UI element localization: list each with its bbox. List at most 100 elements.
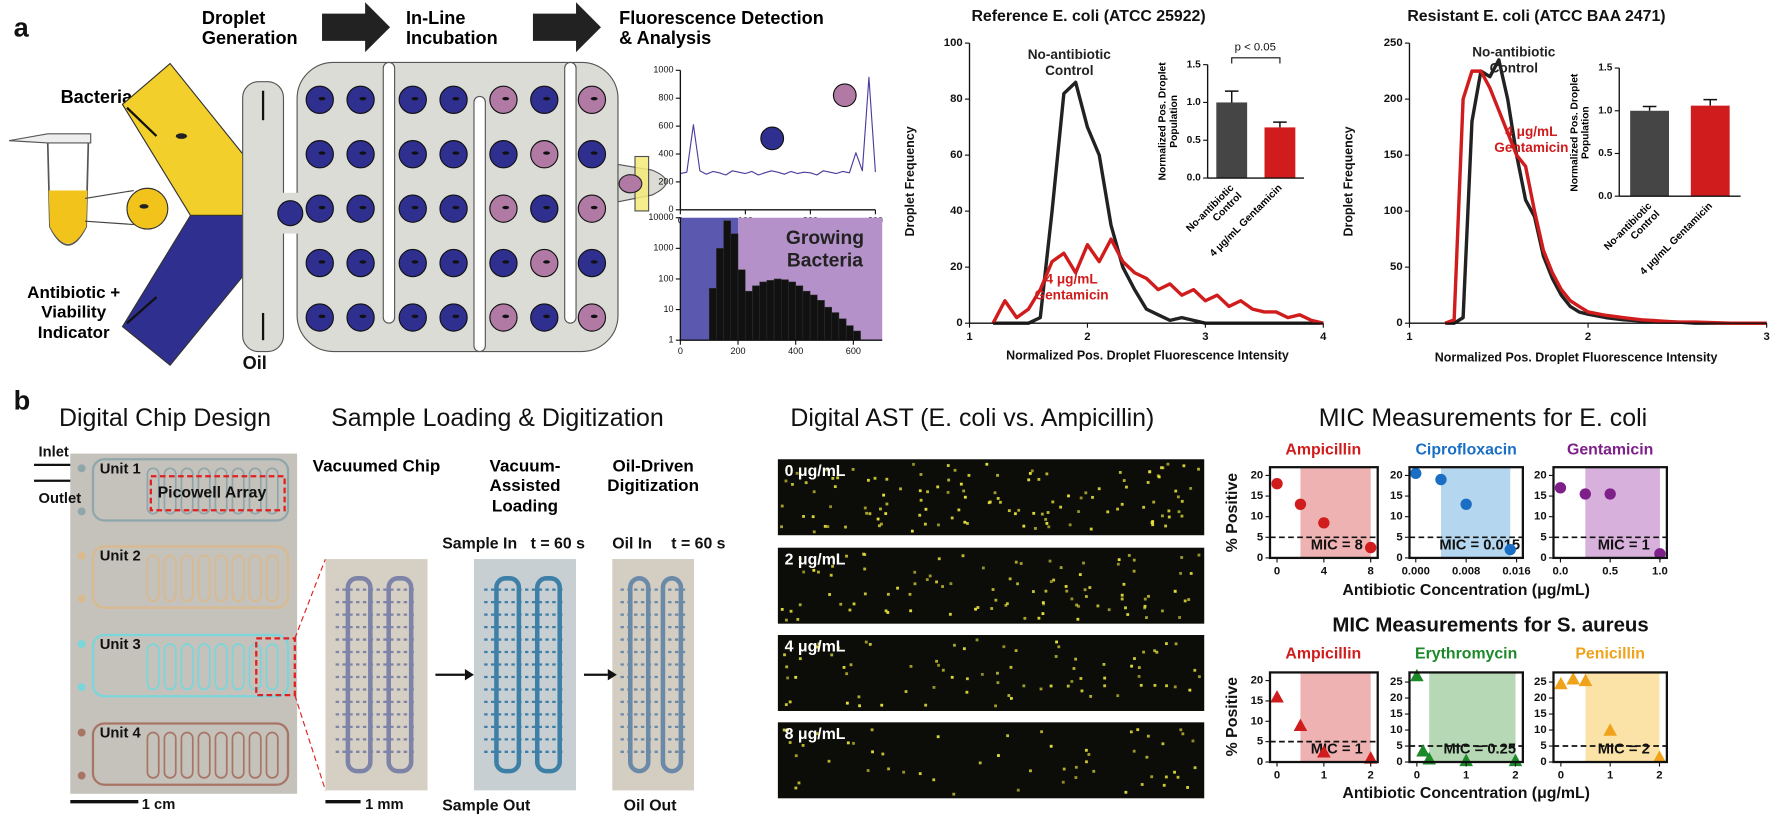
y-tick-label: 10	[1251, 511, 1264, 523]
unit-channel	[265, 467, 279, 515]
y-tick-label: 20	[1534, 469, 1547, 481]
bacterium	[590, 96, 598, 101]
positive-well	[1189, 572, 1193, 575]
y-tick-label: 20	[1251, 469, 1264, 481]
positive-well	[880, 522, 883, 526]
x-tick-label: 2	[1656, 770, 1662, 782]
positive-well	[1072, 667, 1076, 670]
y-tick-label: 25	[1390, 676, 1403, 688]
positive-well	[1161, 466, 1165, 470]
bacteria-label-box: Bacteria	[60, 88, 133, 108]
bacterium	[543, 205, 550, 210]
positive-well	[1197, 553, 1201, 557]
hist-bar	[824, 306, 832, 341]
positive-well	[780, 607, 784, 611]
y-tick-label: 10	[1251, 715, 1264, 727]
bar	[1264, 127, 1296, 179]
y-tick-label: 5	[1257, 531, 1263, 543]
positive-well	[876, 517, 880, 521]
bacterium	[411, 151, 419, 155]
bacterium	[543, 260, 550, 264]
positive-well	[909, 664, 913, 668]
chart-title: Erythromycin	[1415, 645, 1517, 662]
unit-channel	[231, 731, 245, 779]
positive-well	[946, 490, 950, 494]
positive-well	[1009, 665, 1013, 669]
positive-well	[1077, 604, 1080, 608]
positive-well	[881, 752, 885, 756]
positive-well	[1079, 496, 1083, 500]
positive-well	[1042, 602, 1046, 606]
positive-well	[830, 653, 834, 657]
positive-well	[925, 578, 929, 582]
positive-well	[1165, 684, 1168, 688]
unit-channel	[231, 467, 245, 515]
positive-well	[918, 513, 922, 517]
port	[77, 728, 86, 737]
bacterium	[318, 151, 326, 155]
y-tick-label: 1.0	[1598, 105, 1612, 116]
port	[77, 594, 86, 603]
step-label: In-Line Incubation	[405, 9, 498, 50]
positive-well	[1103, 684, 1107, 688]
positive-well	[886, 592, 890, 596]
positive-well	[831, 555, 835, 559]
y-tick-label: 15	[1251, 695, 1264, 707]
positive-well	[870, 728, 874, 732]
positive-well	[1023, 616, 1027, 620]
positive-well	[795, 471, 799, 475]
positive-well	[1079, 677, 1083, 680]
positive-well	[1084, 595, 1088, 598]
positive-well	[1002, 645, 1006, 649]
positive-well	[887, 767, 890, 771]
scale-label: 1 cm	[142, 797, 176, 813]
positive-well	[1085, 760, 1088, 764]
positive-well	[985, 462, 989, 466]
zoom-line	[294, 558, 326, 639]
positive-well	[1089, 527, 1093, 531]
positive-well	[815, 732, 819, 736]
positive-well	[918, 772, 922, 776]
positive-well	[873, 476, 877, 480]
step-label-box: Droplet Generation	[202, 9, 298, 49]
section-title: MIC Measurements for E. coli	[1319, 404, 1647, 432]
unit-channel	[265, 643, 279, 691]
y-tick-label: 0.5	[1187, 135, 1201, 146]
y-tick-label: 80	[950, 93, 963, 105]
positive-well	[858, 704, 861, 708]
bacterium	[452, 314, 460, 319]
chart-title: Ciprofloxacin	[1415, 441, 1516, 458]
point	[1271, 478, 1283, 490]
series-line	[991, 237, 1324, 325]
x-tick-label: 2	[1368, 770, 1374, 782]
positive-well	[1052, 578, 1056, 582]
unit-channel	[214, 554, 228, 602]
positive-well	[1007, 694, 1011, 697]
bacterium	[175, 133, 188, 139]
y-tick-label: 10	[1534, 724, 1547, 736]
positive-well	[1143, 597, 1147, 601]
positive-well	[1122, 582, 1126, 586]
positive-well	[1037, 616, 1041, 620]
positive-well	[1176, 775, 1180, 779]
positive-well	[1167, 509, 1171, 513]
y-tick-label: 1.5	[1187, 59, 1201, 70]
positive-well	[978, 761, 982, 765]
positive-well	[1179, 728, 1183, 732]
positive-well	[865, 511, 869, 515]
positive-well	[908, 592, 912, 596]
positive-well	[913, 582, 917, 586]
bacteria-label: Bacteria	[60, 88, 133, 108]
positive-well	[831, 476, 835, 480]
positive-well	[996, 497, 1000, 500]
positive-well	[952, 792, 956, 796]
positive-well	[1120, 502, 1124, 506]
bacterium	[411, 260, 419, 264]
positive-well	[1173, 685, 1177, 689]
ast-row-label: 2 μg/mL	[785, 551, 846, 568]
positive-well	[1091, 495, 1094, 499]
y-tick-label: 15	[1390, 708, 1403, 720]
positive-well	[846, 741, 850, 745]
positive-well	[833, 485, 837, 489]
positive-well	[1142, 650, 1145, 654]
